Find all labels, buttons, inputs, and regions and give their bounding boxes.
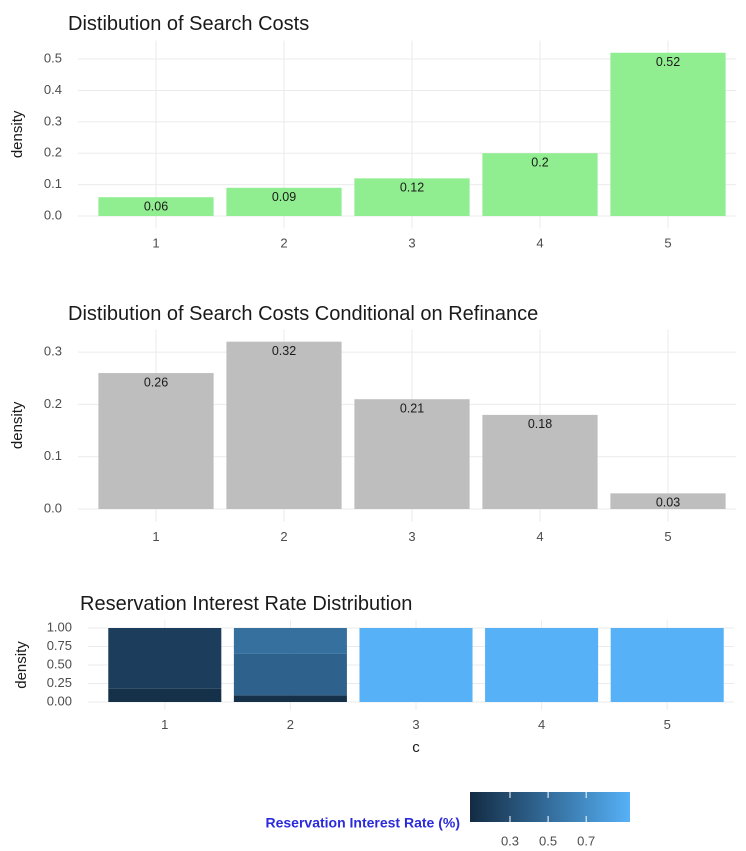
bar-label: 0.21: [400, 401, 424, 415]
x-tick-label: 3: [408, 529, 415, 544]
bar-label: 0.32: [272, 344, 296, 358]
bar-segment: [610, 628, 724, 702]
y-tick-label: 0.25: [47, 675, 72, 690]
bar-segment: [485, 628, 599, 702]
x-tick-label: 5: [664, 236, 671, 251]
x-tick-label: 2: [280, 529, 287, 544]
bar: [610, 493, 726, 510]
y-axis-title: density: [13, 641, 30, 689]
bar-label: 0.18: [528, 417, 552, 431]
bar: [610, 52, 726, 217]
y-tick-label: 0.1: [44, 176, 62, 191]
bar-segment: [233, 653, 347, 696]
chart-title: Reservation Interest Rate Distribution: [80, 593, 412, 615]
x-tick-label: 4: [536, 236, 543, 251]
bar-segment: [108, 628, 222, 689]
chart-title: Distibution of Search Costs: [68, 13, 309, 35]
bar-label: 0.2: [531, 156, 548, 170]
bar-label: 0.12: [400, 181, 424, 195]
x-tick-label: 3: [408, 236, 415, 251]
x-tick-label: 4: [536, 529, 543, 544]
legend-title: Reservation Interest Rate (%): [265, 815, 460, 831]
x-tick-label: 3: [412, 717, 419, 732]
y-tick-label: 0.1: [44, 448, 62, 463]
bar: [98, 197, 214, 217]
bar-segment: [233, 695, 347, 702]
y-tick-label: 0.0: [44, 500, 62, 515]
x-tick-label: 5: [664, 717, 671, 732]
bar: [482, 414, 598, 510]
bar-segment: [108, 688, 222, 702]
y-axis-title: density: [9, 401, 26, 449]
y-tick-label: 0.50: [47, 656, 72, 671]
y-tick-label: 0.3: [44, 113, 62, 128]
x-tick-label: 5: [664, 529, 671, 544]
bar: [354, 178, 470, 217]
colorbar: [470, 792, 630, 822]
x-tick-label: 2: [280, 236, 287, 251]
bar-segment: [233, 628, 347, 654]
y-tick-label: 0.2: [44, 145, 62, 160]
x-tick-label: 1: [152, 236, 159, 251]
bar: [226, 187, 342, 217]
legend-tick-label: 0.5: [539, 833, 557, 848]
bar: [98, 373, 214, 510]
bar: [354, 399, 470, 510]
bar-label: 0.52: [656, 55, 680, 69]
legend-tick-label: 0.3: [501, 833, 519, 848]
bar-label: 0.06: [144, 199, 168, 213]
y-tick-label: 0.0: [44, 207, 62, 222]
y-tick-label: 1.00: [47, 619, 72, 634]
bar-segment: [359, 628, 473, 702]
bar-label: 0.09: [272, 190, 296, 204]
x-tick-label: 2: [287, 717, 294, 732]
y-tick-label: 0.2: [44, 396, 62, 411]
y-tick-label: 0.4: [44, 82, 62, 97]
y-tick-label: 0.5: [44, 50, 62, 65]
chart-title: Distibution of Search Costs Conditional …: [68, 303, 538, 325]
bar-label: 0.03: [656, 496, 680, 510]
y-tick-label: 0.00: [47, 693, 72, 708]
bar: [482, 153, 598, 217]
x-tick-label: 1: [152, 529, 159, 544]
y-tick-label: 0.75: [47, 638, 72, 653]
x-axis-title: c: [412, 739, 420, 756]
legend-tick-label: 0.7: [577, 833, 595, 848]
x-tick-label: 4: [538, 717, 545, 732]
y-axis-title: density: [9, 110, 26, 158]
x-tick-label: 1: [161, 717, 168, 732]
bar-label: 0.26: [144, 375, 168, 389]
y-tick-label: 0.3: [44, 344, 62, 359]
bar: [226, 341, 342, 510]
